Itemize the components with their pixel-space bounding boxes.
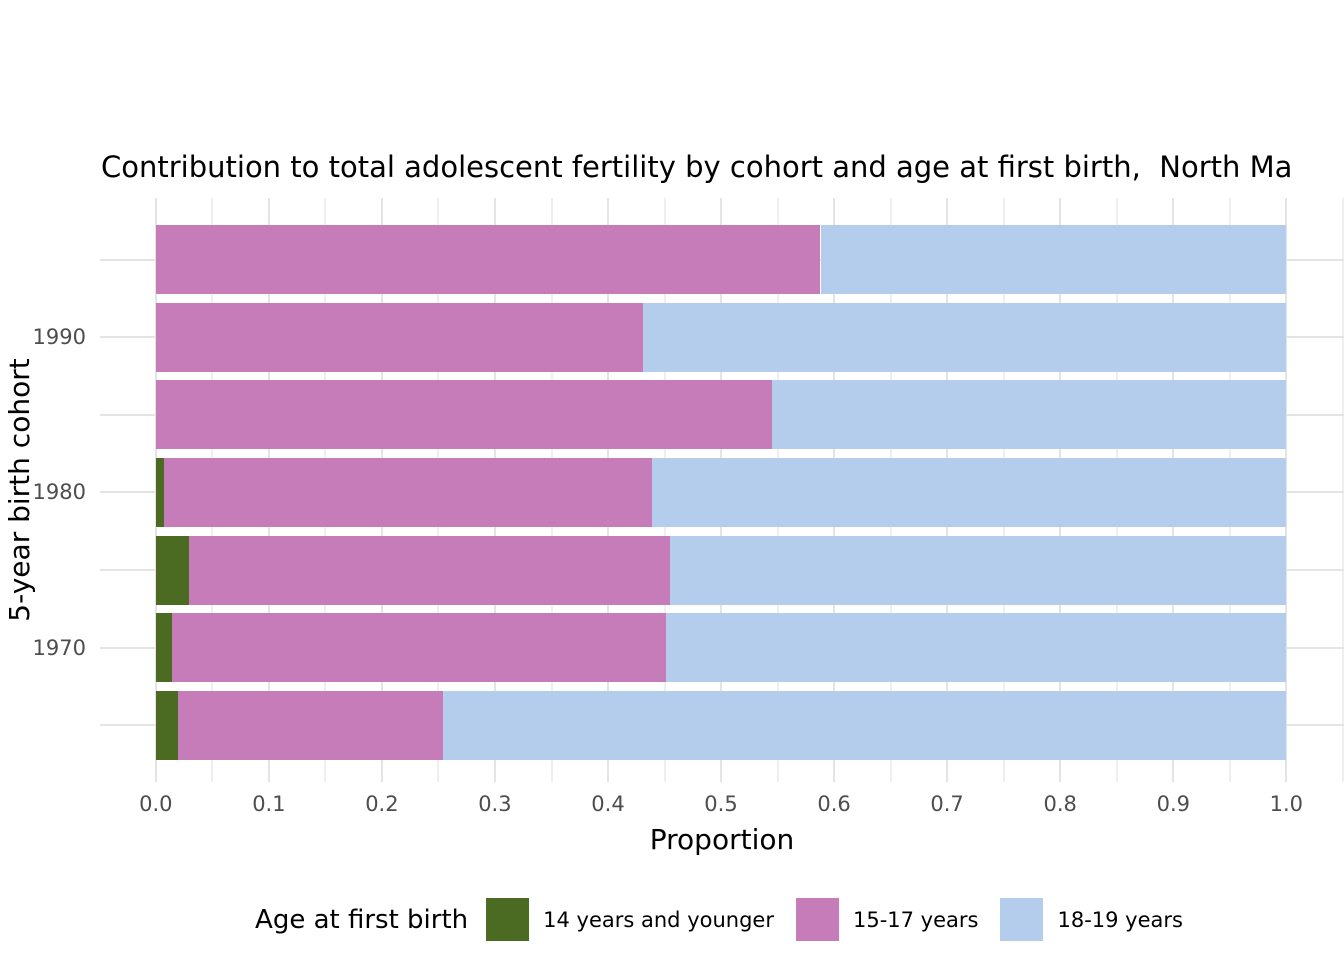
- legend-label: 15-17 years: [852, 907, 979, 932]
- bar-segment: [178, 690, 443, 760]
- legend-item: 15-17 years: [795, 898, 979, 941]
- x-major-gridline: [1285, 198, 1288, 782]
- x-minor-gridline: [1341, 198, 1344, 782]
- y-axis-title: 5-year birth cohort: [3, 358, 36, 622]
- legend-label: 18-19 years: [1057, 907, 1183, 932]
- chart-title: Contribution to total adolescent fertili…: [101, 150, 1293, 184]
- bar-segment: [771, 380, 1287, 450]
- y-tick-label: 1980: [32, 480, 86, 505]
- bar-segment: [155, 457, 164, 527]
- y-tick-label: 1990: [32, 325, 86, 350]
- legend-items: 14 years and younger 15-17 years 18-19 yea…: [486, 898, 1183, 941]
- bar-segment: [155, 225, 821, 294]
- legend-swatch: [795, 898, 839, 941]
- legend-swatch: [1000, 898, 1044, 941]
- x-tick-label: 0.9: [1156, 792, 1190, 816]
- bar-segment: [155, 535, 189, 605]
- bar-segment: [171, 613, 666, 683]
- bar-segment: [155, 690, 179, 760]
- plot-panel: [100, 198, 1344, 782]
- bar-segment: [163, 457, 653, 527]
- x-tick-label: 0.8: [1043, 792, 1077, 816]
- y-tick-label: 1970: [32, 635, 86, 660]
- x-tick-label: 0.6: [817, 792, 851, 816]
- x-tick-label: 0.7: [930, 792, 964, 816]
- bar-segment: [155, 613, 172, 683]
- bar-segment: [643, 302, 1287, 372]
- x-tick-label: 0.1: [252, 792, 286, 816]
- legend: Age at first birth 14 years and younger 1…: [255, 898, 1183, 941]
- bar-segment: [665, 613, 1287, 683]
- x-tick-label: 1.0: [1269, 792, 1303, 816]
- legend-label: 14 years and younger: [543, 907, 774, 932]
- legend-item: 14 years and younger: [486, 898, 774, 941]
- legend-swatch: [486, 898, 530, 941]
- bar-segment: [442, 690, 1287, 760]
- bar-segment: [155, 302, 643, 372]
- legend-item: 18-19 years: [1000, 898, 1183, 941]
- x-tick-label: 0.4: [591, 792, 625, 816]
- bar-segment: [188, 535, 671, 605]
- x-axis-title: Proportion: [649, 823, 795, 856]
- bar-segment: [820, 225, 1287, 294]
- legend-title: Age at first birth: [255, 904, 469, 935]
- x-tick-label: 0.0: [139, 792, 173, 816]
- x-tick-label: 0.3: [478, 792, 512, 816]
- bar-segment: [652, 457, 1287, 527]
- x-tick-label: 0.5: [704, 792, 738, 816]
- bar-segment: [670, 535, 1287, 605]
- x-tick-label: 0.2: [365, 792, 399, 816]
- bar-segment: [155, 380, 772, 450]
